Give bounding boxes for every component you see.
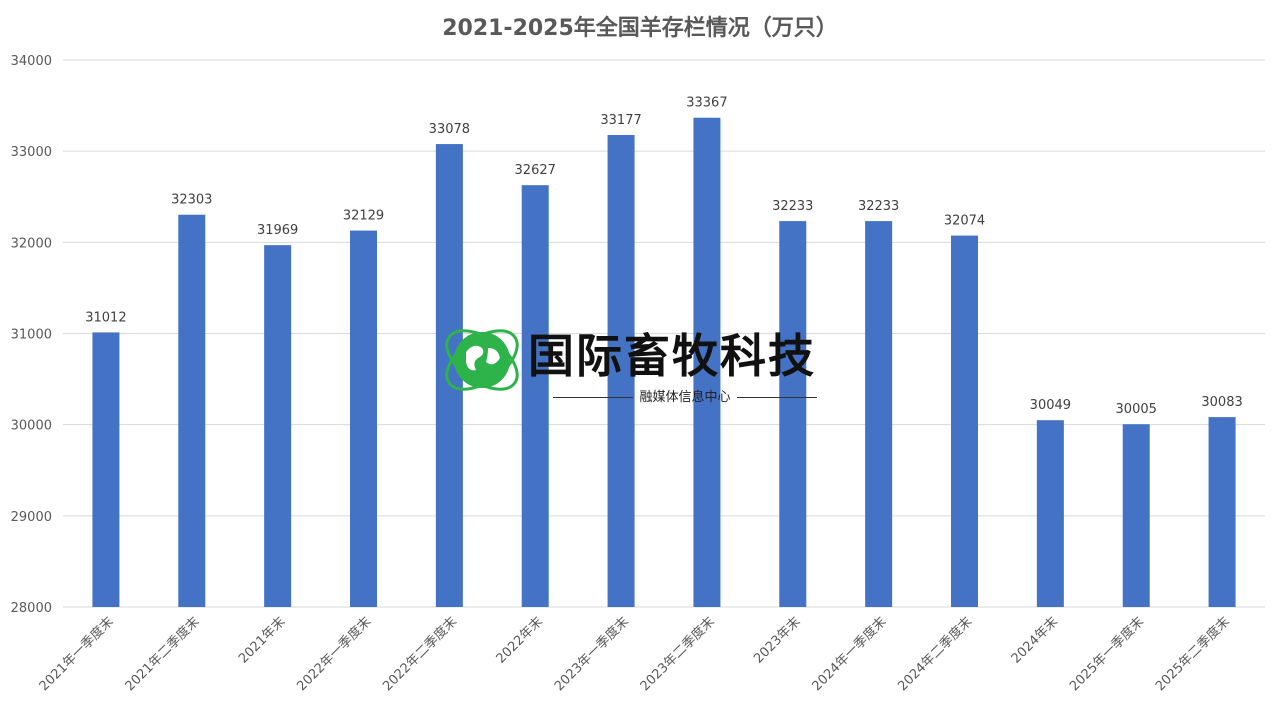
data-label: 33078 [429, 122, 470, 137]
x-tick-label: 2024年二季度末 [895, 614, 976, 695]
data-label: 33177 [600, 113, 641, 128]
x-tick-label: 2021年二季度末 [122, 614, 203, 695]
y-tick-label: 28000 [11, 601, 52, 616]
x-tick-label: 2021年末 [236, 614, 288, 666]
bar [178, 214, 206, 607]
bar [350, 230, 377, 608]
x-tick-label: 2022年二季度末 [380, 614, 461, 695]
bar [1208, 417, 1236, 607]
globe-logo-icon [445, 329, 519, 391]
x-tick-label: 2024年一季度末 [809, 614, 890, 695]
x-tick-label: 2021年一季度末 [36, 614, 117, 695]
watermark-name: 国际畜牧科技 [528, 329, 816, 383]
bar [865, 221, 893, 608]
data-label: 33367 [686, 96, 727, 111]
x-tick-label: 2023年一季度末 [551, 614, 632, 695]
bar [951, 235, 978, 607]
data-label: 30049 [1030, 398, 1071, 413]
watermark: 国际畜牧科技 融媒体信息中心 [440, 318, 840, 408]
data-label: 32129 [343, 209, 384, 224]
bar [435, 144, 463, 607]
x-tick-label: 2025年二季度末 [1152, 614, 1233, 695]
x-tick-label: 2023年末 [751, 614, 803, 666]
data-label: 30005 [1116, 402, 1157, 417]
y-tick-label: 30000 [11, 419, 52, 434]
x-tick-label: 2022年一季度末 [294, 614, 375, 695]
y-tick-label: 34000 [11, 54, 52, 69]
x-tick-label: 2023年二季度末 [637, 614, 718, 695]
bar [264, 245, 292, 608]
bar [779, 221, 807, 608]
y-tick-label: 31000 [11, 328, 52, 343]
bar [607, 135, 635, 608]
data-label: 32233 [858, 199, 899, 214]
y-tick-label: 33000 [11, 145, 52, 160]
watermark-subtitle: 融媒体信息中心 [540, 386, 830, 405]
x-tick-label: 2022年末 [494, 614, 546, 666]
data-label: 31012 [85, 310, 126, 325]
bar [693, 117, 721, 608]
data-label: 32074 [944, 214, 985, 229]
data-label: 30083 [1201, 395, 1242, 410]
bar [1036, 420, 1064, 607]
data-label: 32233 [772, 199, 813, 214]
chart-title: 2021-2025年全国羊存栏情况（万只） [442, 16, 838, 41]
x-tick-label: 2025年一季度末 [1066, 614, 1147, 695]
y-tick-label: 29000 [11, 510, 52, 525]
bar [1122, 424, 1150, 607]
bar [92, 332, 120, 607]
data-label: 32627 [515, 163, 556, 178]
x-tick-label: 2024年末 [1009, 614, 1061, 666]
data-label: 31969 [257, 223, 298, 238]
data-label: 32303 [171, 193, 212, 208]
y-tick-label: 32000 [11, 236, 52, 251]
